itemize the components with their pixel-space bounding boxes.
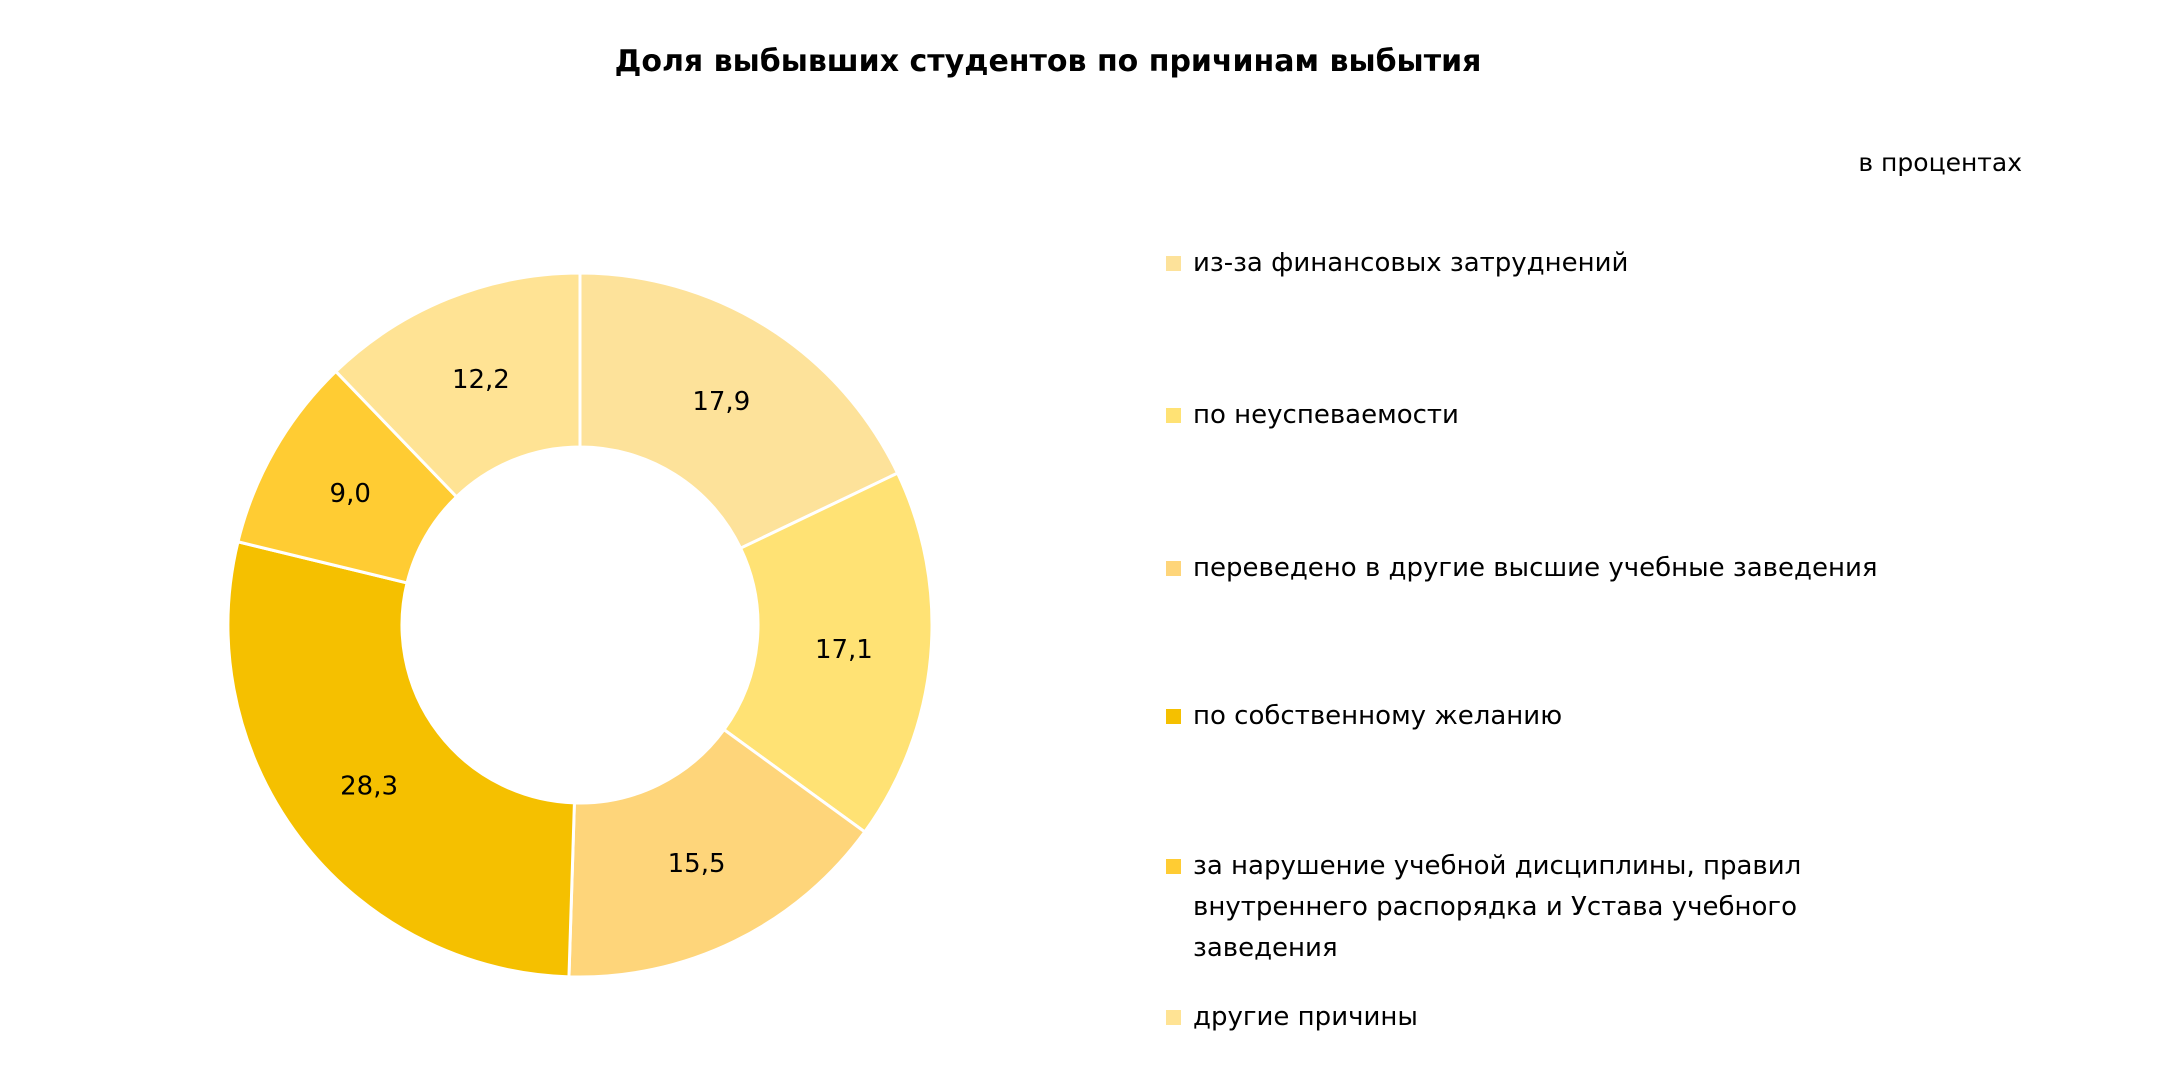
legend-item: другие причины — [1166, 997, 1906, 1038]
legend-item: из-за финансовых затруднений — [1166, 243, 1906, 284]
data-label: 28,3 — [340, 771, 398, 801]
donut-slice — [578, 271, 900, 551]
legend-label: другие причины — [1193, 1002, 1418, 1032]
data-label: 12,2 — [452, 365, 510, 395]
legend-item: по собственному желанию — [1166, 696, 1906, 737]
legend-label: переведено в другие высшие учебные завед… — [1193, 553, 1878, 583]
donut-slice — [333, 271, 582, 499]
donut-slice — [721, 471, 934, 834]
data-label: 15,5 — [668, 849, 726, 879]
chart-title: Доля выбывших студентов по причинам выбы… — [614, 44, 1482, 79]
legend-swatch — [1166, 859, 1181, 874]
legend-item: за нарушение учебной дисциплины, правил … — [1166, 846, 1906, 969]
legend-item: по неуспеваемости — [1166, 395, 1906, 436]
legend-swatch — [1166, 709, 1181, 724]
legend-swatch — [1166, 256, 1181, 271]
legend-swatch — [1166, 1010, 1181, 1025]
legend-label: по неуспеваемости — [1193, 400, 1459, 430]
unit-note: в процентах — [1858, 148, 2022, 177]
donut-slice — [567, 727, 867, 979]
legend-swatch — [1166, 408, 1181, 423]
legend-item: переведено в другие высшие учебные завед… — [1166, 548, 1906, 589]
data-label: 9,0 — [330, 479, 371, 509]
data-label: 17,9 — [692, 387, 750, 417]
data-label: 17,1 — [815, 635, 873, 665]
legend-label: из-за финансовых затруднений — [1193, 248, 1629, 278]
legend-label: по собственному желанию — [1193, 701, 1563, 731]
legend-label: за нарушение учебной дисциплины, правил … — [1193, 851, 1802, 963]
legend-swatch — [1166, 561, 1181, 576]
donut-slice — [226, 539, 576, 979]
